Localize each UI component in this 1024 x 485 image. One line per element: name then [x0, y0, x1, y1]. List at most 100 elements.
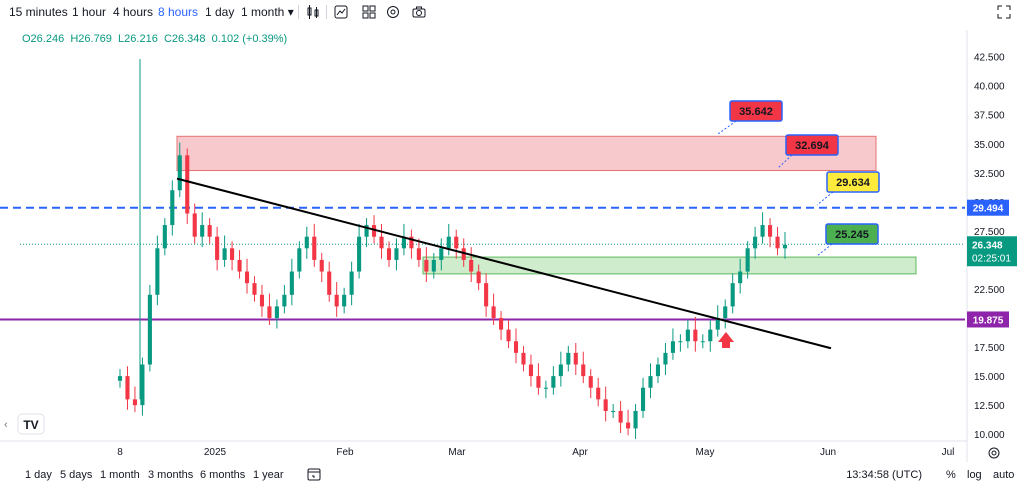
- fullscreen-icon[interactable]: [996, 4, 1012, 20]
- candle-body: [371, 225, 377, 237]
- snapshot-icon[interactable]: [411, 4, 427, 20]
- candle-body: [558, 364, 563, 377]
- candle-body: [700, 341, 705, 343]
- resistance-zone: [176, 135, 877, 172]
- ohlc-open: O26.246: [22, 33, 65, 45]
- ohlc-close: C26.348: [163, 33, 206, 45]
- candle-body: [760, 225, 765, 237]
- date-range-icon[interactable]: [307, 467, 321, 481]
- y-tick-label: 15.000: [974, 372, 1005, 383]
- candle-body: [379, 236, 384, 249]
- candle-body: [327, 271, 332, 295]
- candle-body: [506, 329, 511, 342]
- ohlc-high: H26.769: [70, 33, 112, 45]
- range-1d[interactable]: 1 day: [25, 469, 52, 481]
- toolbar-divider: [326, 5, 327, 19]
- top-toolbar: 15 minutes 1 hour 4 hours 8 hours 1 day …: [0, 0, 1024, 24]
- candle-body: [349, 271, 354, 295]
- candle-body: [439, 248, 444, 260]
- callout-label: 32.694: [795, 140, 830, 152]
- percent-toggle[interactable]: %: [946, 469, 956, 481]
- tradingview-logo-text: TV: [23, 418, 38, 432]
- callout-label: 29.634: [836, 177, 871, 189]
- indicators-icon[interactable]: [333, 4, 349, 20]
- candle-body: [484, 283, 489, 307]
- candle-body: [140, 364, 145, 406]
- y-tick-label: 22.500: [974, 285, 1005, 296]
- candle-body: [551, 376, 556, 388]
- callout-pointer: [816, 191, 834, 206]
- timeframe-1month-label: 1 month: [241, 5, 285, 19]
- range-5d[interactable]: 5 days: [60, 469, 93, 481]
- countdown-label: 02:25:01: [972, 253, 1011, 264]
- settings-icon[interactable]: [385, 4, 401, 20]
- y-tick-label: 40.000: [974, 82, 1005, 93]
- callout-box: [729, 100, 783, 122]
- price-axis-tag-label: 29.494: [973, 204, 1004, 215]
- range-1y[interactable]: 1 year: [253, 469, 284, 481]
- callout-box: [825, 223, 879, 245]
- chevron-down-icon: ▾: [287, 5, 294, 19]
- candle-body: [611, 410, 616, 412]
- timeframe-15m[interactable]: 15 minutes: [9, 5, 68, 19]
- candle-body: [536, 376, 541, 388]
- candle-body: [244, 271, 250, 284]
- x-tick-label: May: [696, 447, 715, 458]
- timeframe-1d[interactable]: 1 day: [205, 5, 235, 19]
- auto-toggle[interactable]: auto: [993, 469, 1015, 481]
- candle-body: [603, 399, 608, 411]
- price-chart[interactable]: 42.50040.00037.50035.00032.50030.00027.5…: [0, 0, 1024, 462]
- range-1m[interactable]: 1 month: [100, 469, 140, 481]
- candle-body: [745, 248, 750, 272]
- candle-body: [125, 376, 130, 400]
- price-axis-tag-label: 19.875: [973, 315, 1004, 326]
- candle-body: [543, 387, 548, 389]
- candle-body: [282, 294, 287, 307]
- timeframe-1m-dropdown[interactable]: 1 month ▾: [241, 5, 294, 19]
- candle-body: [274, 306, 279, 319]
- candle-body: [469, 259, 474, 272]
- range-3m[interactable]: 3 months: [148, 469, 194, 481]
- candle-body: [192, 213, 197, 237]
- y-tick-label: 10.000: [974, 430, 1005, 441]
- templates-icon[interactable]: [361, 4, 377, 20]
- range-6m[interactable]: 6 months: [200, 469, 246, 481]
- tradingview-logo-icon: [17, 413, 45, 435]
- candle-body: [693, 329, 698, 342]
- timeframe-1h[interactable]: 1 hour: [72, 5, 107, 19]
- candle-body: [588, 376, 593, 388]
- callout-box: [826, 171, 880, 193]
- timeframe-8h[interactable]: 8 hours: [158, 5, 199, 19]
- y-tick-label: 12.500: [974, 401, 1005, 412]
- candle-body: [476, 271, 481, 284]
- candle-body: [357, 236, 362, 272]
- x-tick-label: 2025: [204, 447, 227, 458]
- y-tick-label: 35.000: [974, 140, 1005, 151]
- chevron-left-icon: ‹: [4, 419, 8, 431]
- x-tick-label: Apr: [572, 447, 588, 458]
- candle-body: [513, 341, 519, 353]
- candle-body: [155, 248, 160, 295]
- trendline: [176, 177, 832, 350]
- timeframe-4h[interactable]: 4 hours: [113, 5, 154, 19]
- log-toggle[interactable]: log: [967, 469, 982, 481]
- price-axis-tag: [967, 311, 1009, 328]
- candle-body: [499, 318, 504, 330]
- candle-body: [491, 306, 496, 319]
- y-tick-label: 37.500: [974, 111, 1005, 122]
- candles-icon[interactable]: [305, 4, 321, 20]
- current-price-tag: [967, 236, 1017, 267]
- candle-body: [768, 225, 773, 237]
- x-tick-label: 8: [117, 447, 123, 458]
- candle-body: [581, 364, 586, 377]
- candle-body: [200, 225, 205, 237]
- candle-body: [461, 248, 466, 260]
- candle-body: [170, 190, 175, 226]
- candle-body: [319, 259, 324, 272]
- candle-body: [596, 387, 601, 400]
- candle-body: [730, 283, 735, 307]
- candle-body: [304, 236, 309, 249]
- breakout-arrow-icon: [718, 332, 734, 348]
- utc-clock[interactable]: 13:34:58 (UTC): [846, 469, 922, 481]
- candle-body: [648, 376, 653, 388]
